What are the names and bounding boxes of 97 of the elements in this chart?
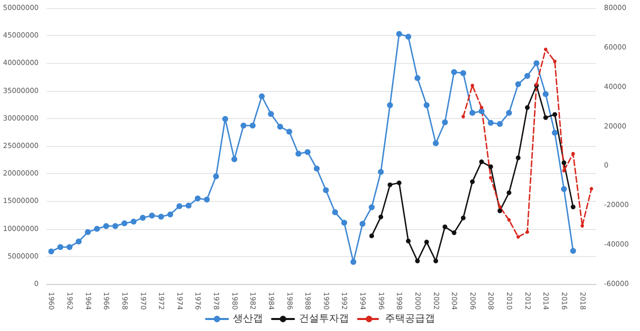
- point: [360, 220, 366, 227]
- point: [479, 159, 484, 164]
- point: [580, 224, 584, 228]
- point: [158, 214, 164, 220]
- point: [524, 105, 530, 110]
- point: [516, 235, 520, 239]
- point: [378, 168, 384, 175]
- point: [561, 186, 567, 192]
- point: [368, 204, 375, 210]
- point: [406, 238, 411, 244]
- point: [57, 244, 64, 250]
- point: [496, 120, 503, 127]
- point: [240, 122, 246, 129]
- point: [480, 106, 484, 110]
- point: [451, 69, 458, 75]
- point: [506, 190, 512, 196]
- line-series: [461, 48, 594, 239]
- point: [553, 60, 557, 64]
- point: [469, 110, 476, 116]
- point: [295, 150, 302, 157]
- point: [48, 248, 54, 254]
- point: [148, 212, 155, 218]
- point: [488, 176, 492, 180]
- point: [534, 60, 540, 66]
- point: [552, 130, 558, 136]
- point: [515, 81, 522, 88]
- point: [94, 226, 100, 232]
- point: [488, 120, 494, 126]
- point: [286, 128, 292, 135]
- point: [112, 223, 118, 229]
- point: [498, 208, 502, 214]
- point: [543, 115, 548, 120]
- point: [526, 230, 530, 234]
- point: [341, 220, 348, 226]
- point: [498, 205, 502, 209]
- point: [542, 91, 549, 98]
- point: [478, 108, 484, 114]
- point: [544, 48, 548, 52]
- point: [332, 209, 338, 216]
- point: [424, 102, 430, 108]
- point: [432, 140, 439, 146]
- point: [433, 258, 438, 264]
- point: [186, 202, 192, 209]
- point: [396, 180, 402, 186]
- point: [378, 214, 384, 220]
- point: [304, 149, 311, 156]
- point: [176, 203, 182, 210]
- point: [488, 164, 494, 170]
- point: [103, 223, 110, 229]
- point: [388, 182, 392, 188]
- point: [122, 220, 128, 226]
- point: [460, 216, 466, 220]
- point: [314, 166, 320, 172]
- point: [76, 238, 82, 244]
- point: [452, 230, 456, 236]
- point: [204, 196, 210, 202]
- point: [213, 173, 219, 180]
- point: [470, 84, 474, 88]
- point: [524, 72, 530, 79]
- point: [424, 240, 429, 244]
- point: [571, 152, 575, 156]
- point: [396, 30, 402, 37]
- point: [442, 119, 448, 126]
- point: [470, 179, 475, 184]
- point: [570, 248, 576, 254]
- point: [562, 160, 566, 166]
- point: [194, 195, 201, 202]
- point: [414, 75, 420, 82]
- point: [570, 204, 576, 210]
- point: [387, 102, 393, 108]
- point: [277, 124, 284, 130]
- point: [460, 70, 466, 76]
- legend-label: 주택공급갭: [385, 314, 435, 324]
- point: [350, 258, 356, 265]
- point: [250, 122, 256, 129]
- point: [167, 212, 174, 218]
- point: [268, 111, 274, 117]
- point: [130, 218, 137, 225]
- legend-label: 생산갭: [233, 314, 263, 324]
- point: [415, 258, 420, 264]
- point: [590, 187, 594, 191]
- point: [222, 116, 228, 122]
- point: [562, 168, 566, 172]
- point: [516, 155, 521, 160]
- legend-label: 건설투자갭: [299, 314, 349, 324]
- point: [258, 93, 265, 100]
- point: [506, 110, 512, 116]
- point: [405, 34, 412, 40]
- point: [552, 112, 558, 117]
- point: [84, 229, 91, 236]
- point: [322, 187, 329, 194]
- point: [140, 214, 146, 221]
- point: [442, 224, 448, 230]
- point: [461, 114, 465, 118]
- point: [231, 156, 238, 162]
- point: [369, 234, 374, 238]
- point: [66, 244, 72, 250]
